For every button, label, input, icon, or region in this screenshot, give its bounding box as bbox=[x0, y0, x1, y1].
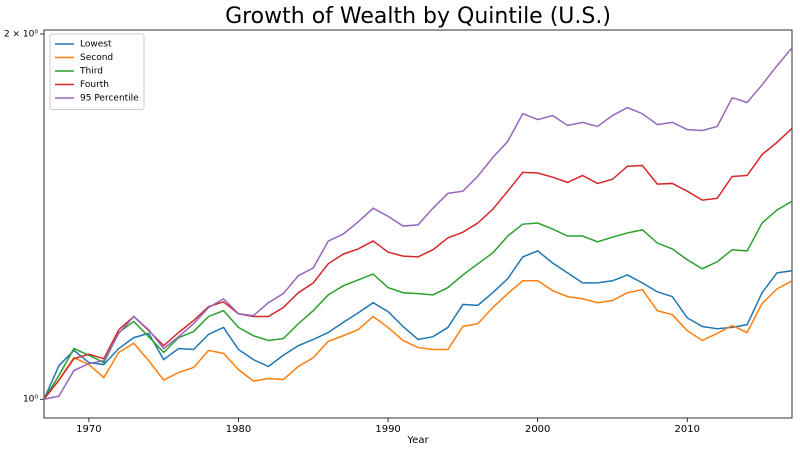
series-line bbox=[43, 200, 793, 400]
legend-label: Fourth bbox=[80, 80, 109, 90]
series-line bbox=[43, 280, 793, 400]
plot-frame bbox=[43, 29, 793, 419]
y-tick-label: 10⁰ bbox=[23, 395, 38, 405]
legend-box bbox=[49, 33, 145, 110]
legend-label: Second bbox=[80, 53, 113, 63]
legend-label: Lowest bbox=[80, 40, 112, 50]
x-axis-label: Year bbox=[406, 435, 429, 446]
series-line bbox=[43, 127, 793, 400]
y-tick-label: 2 × 10⁰ bbox=[4, 29, 38, 39]
x-tick-label: 2000 bbox=[525, 424, 550, 435]
chart-title: Growth of Wealth by Quintile (U.S.) bbox=[225, 4, 611, 29]
x-tick-label: 2010 bbox=[675, 424, 700, 435]
legend-label: Third bbox=[79, 67, 103, 77]
x-tick-label: 1980 bbox=[226, 424, 251, 435]
x-tick-label: 1990 bbox=[375, 424, 400, 435]
series-line bbox=[43, 47, 793, 400]
legend-label: 95 Percentile bbox=[80, 94, 139, 104]
x-tick-label: 1970 bbox=[76, 424, 101, 435]
series-line bbox=[43, 250, 793, 400]
